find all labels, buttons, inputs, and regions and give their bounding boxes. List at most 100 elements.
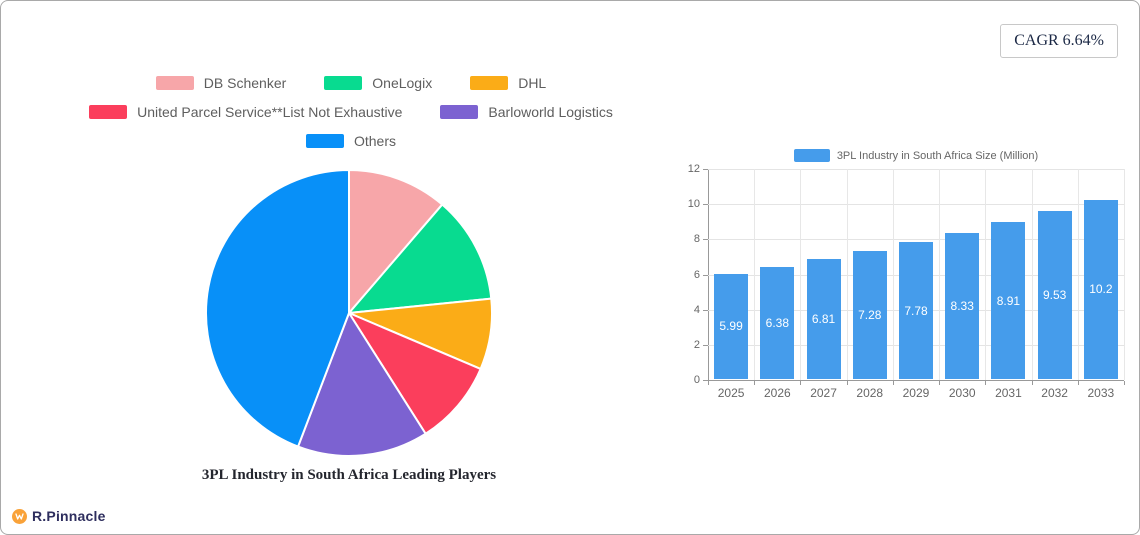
pie-chart <box>205 169 493 457</box>
bar-2033[interactable]: 10.2 <box>1083 199 1118 379</box>
gridline-x-6 <box>985 169 987 380</box>
pie-legend-swatch-0 <box>155 76 194 90</box>
pie-slice-0[interactable] <box>348 169 444 314</box>
gridline-x-8 <box>1077 169 1079 380</box>
pie-legend-swatch-4 <box>440 105 479 119</box>
y-tick-mark-8 <box>703 239 708 241</box>
y-tick-label-10: 10 <box>687 198 700 211</box>
y-tick-label-0: 0 <box>693 374 700 386</box>
x-axis-label-2026: 2026 <box>763 386 791 400</box>
y-tick-label-6: 6 <box>693 268 700 281</box>
gridline-x-3 <box>846 169 848 380</box>
gridline-x-2 <box>800 169 802 380</box>
bar-value-label-2033: 10.2 <box>1089 282 1113 297</box>
bar-chart-legend[interactable]: 3PL Industry in South Africa Size (Milli… <box>708 149 1124 162</box>
gridline-x-4 <box>892 169 894 380</box>
x-axis-labels: 2025 2026 2027 2028 2029 2030 2031 2032 2033 <box>708 386 1124 400</box>
pie-slice-1[interactable] <box>348 203 493 314</box>
gridline-x-9 <box>1124 169 1125 380</box>
pie-slice-5[interactable] <box>205 169 350 448</box>
x-tick-mark-0 <box>708 381 709 385</box>
y-tick-mark-10 <box>703 204 708 206</box>
bar-legend-label: 3PL Industry in South Africa Size (Milli… <box>836 149 1039 162</box>
pie-legend-item-0[interactable]: DB Schenker <box>155 75 287 91</box>
x-axis-label-2028: 2028 <box>856 386 884 400</box>
gridline-y-10 <box>708 204 1124 206</box>
x-axis-line <box>708 380 1124 381</box>
x-axis-label-2033: 2033 <box>1087 386 1115 400</box>
pie-legend-item-4[interactable]: Barloworld Logistics <box>440 104 613 120</box>
x-tick-mark-3 <box>846 381 848 385</box>
gridline-x-1 <box>754 169 756 380</box>
pie-legend-swatch-1 <box>324 76 363 90</box>
pie-slice-3[interactable] <box>348 312 482 435</box>
bar-value-label-2028: 7.28 <box>858 308 882 322</box>
y-tick-label-2: 2 <box>693 338 700 351</box>
bar-2029[interactable]: 7.78 <box>899 242 933 379</box>
x-axis-label-2027: 2027 <box>810 386 837 400</box>
bar-value-label-2026: 6.38 <box>765 315 789 330</box>
x-axis-label-2032: 2032 <box>1041 386 1068 400</box>
x-tick-mark-6 <box>985 381 987 385</box>
bar-2031[interactable]: 8.91 <box>991 222 1026 379</box>
pinnacle-logo-icon <box>12 508 27 524</box>
pie-chart-title: 3PL Industry in South Africa Leading Pla… <box>201 467 497 483</box>
bar-value-label-2025: 5.99 <box>719 319 743 334</box>
brand-name: R.Pinnacle <box>32 508 106 524</box>
pie-legend-item-1[interactable]: OneLogix <box>324 75 432 91</box>
pie-legend-label-3: United Parcel Service**List Not Exhausti… <box>137 104 403 120</box>
x-axis-label-2029: 2029 <box>902 386 930 400</box>
gridline-x-7 <box>1031 169 1033 380</box>
x-tick-mark-2 <box>800 381 802 385</box>
bar-2026[interactable]: 6.38 <box>760 266 795 379</box>
y-tick-mark-2 <box>703 344 708 346</box>
pie-legend-item-3[interactable]: United Parcel Service**List Not Exhausti… <box>89 104 402 120</box>
cagr-badge: CAGR 6.64% <box>1000 24 1118 58</box>
pie-legend-label-2: DHL <box>518 75 547 91</box>
pie-legend-swatch-3 <box>89 105 128 119</box>
pie-legend-label-1: OneLogix <box>372 75 433 91</box>
x-tick-mark-7 <box>1031 381 1033 385</box>
y-tick-mark-4 <box>703 309 708 311</box>
pie-legend-label-0: DB Schenker <box>203 75 287 91</box>
x-tick-mark-5 <box>939 381 941 385</box>
y-tick-label-8: 8 <box>693 233 700 246</box>
pie-legend-item-5[interactable]: Others <box>305 133 396 149</box>
bar-2025[interactable]: 5.99 <box>714 273 749 379</box>
y-tick-label-12: 12 <box>687 163 700 175</box>
bar-value-label-2031: 8.91 <box>996 293 1021 308</box>
y-tick-mark-0 <box>703 380 708 381</box>
pie-legend-item-2[interactable]: DHL <box>470 75 546 91</box>
bar-chart-plot: 2025 2026 2027 2028 2029 2030 2031 2032 2033 0 2 4… <box>688 163 1125 400</box>
bar-2032[interactable]: 9.53 <box>1037 211 1072 379</box>
gridline-x-5 <box>939 169 941 380</box>
bar-value-label-2027: 6.81 <box>811 312 836 327</box>
x-tick-mark-8 <box>1077 381 1079 385</box>
pie-legend-label-4: Barloworld Logistics <box>488 104 613 120</box>
x-axis-label-2031: 2031 <box>995 386 1022 400</box>
x-axis-label-2030: 2030 <box>948 386 976 400</box>
y-tick-mark-6 <box>703 274 708 276</box>
x-tick-mark-4 <box>892 381 894 385</box>
x-tick-mark-9 <box>1124 381 1125 385</box>
bar-value-label-2030: 8.33 <box>950 298 974 313</box>
cagr-badge-label: CAGR 6.64% <box>1014 32 1104 49</box>
x-tick-mark-1 <box>754 381 756 385</box>
brand-logo: R.Pinnacle <box>12 508 106 524</box>
y-tick-label-4: 4 <box>693 303 700 316</box>
gridline-y-12 <box>708 169 1124 170</box>
bar-2030[interactable]: 8.33 <box>945 232 980 379</box>
y-tick-mark-12 <box>703 169 708 170</box>
bar-legend-swatch <box>793 149 830 162</box>
bar-value-label-2032: 9.53 <box>1042 288 1067 303</box>
pie-legend: DB Schenker OneLogix DHL United Parcel Serv… <box>41 75 661 149</box>
pie-legend-swatch-5 <box>305 134 344 148</box>
pie-legend-label-5: Others <box>353 133 396 149</box>
bar-2027[interactable]: 6.81 <box>806 259 841 379</box>
x-axis-label-2025: 2025 <box>717 386 745 400</box>
gridline-y-8 <box>708 239 1124 241</box>
pie-slice-4[interactable] <box>297 312 427 457</box>
bar-2028[interactable]: 7.28 <box>852 251 887 379</box>
bar-value-label-2029: 7.78 <box>904 303 928 318</box>
